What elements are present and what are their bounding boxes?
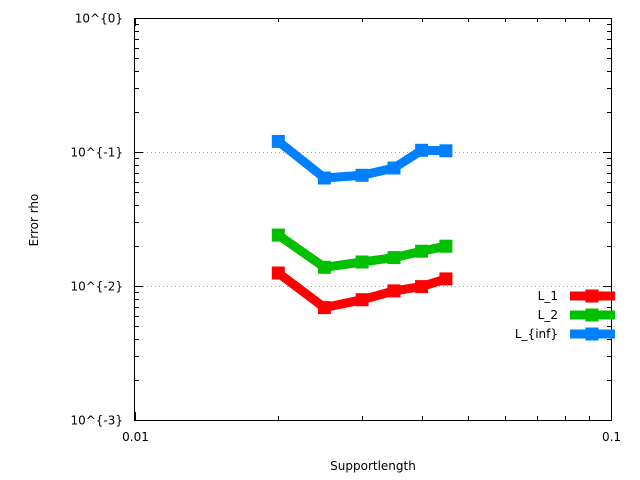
legend-item-l-inf: L_{inf} xyxy=(515,327,615,341)
y-axis-label: Error rho xyxy=(27,194,41,247)
series-lines xyxy=(271,134,453,315)
legend-swatch-marker xyxy=(585,308,599,322)
legend-label: L_{inf} xyxy=(515,327,558,341)
series-l-1 xyxy=(271,266,453,315)
data-point xyxy=(271,134,285,148)
legend: L_1 L_2 L_{inf} xyxy=(515,289,615,341)
legend-swatch-marker xyxy=(585,327,599,341)
legend-item-l-2: L_2 xyxy=(538,308,615,322)
data-point xyxy=(415,143,429,157)
data-point xyxy=(271,266,285,280)
data-point xyxy=(415,244,429,258)
data-point xyxy=(387,251,401,265)
legend-label: L_1 xyxy=(538,289,558,303)
x-axis-label: Supportlength xyxy=(330,459,416,473)
y-tick-label: 10^{0} xyxy=(75,12,123,26)
legend-label: L_2 xyxy=(538,308,558,322)
data-point xyxy=(387,161,401,175)
data-point xyxy=(271,228,285,242)
legend-item-l-1: L_1 xyxy=(538,289,615,303)
data-point xyxy=(317,301,331,315)
data-point xyxy=(439,239,453,253)
grid-lines xyxy=(135,152,611,287)
data-point xyxy=(317,260,331,274)
y-tick-label: 10^{-3} xyxy=(70,414,123,428)
plot-area-frame xyxy=(134,18,612,421)
y-tick-label: 10^{-1} xyxy=(70,146,123,160)
x-tick-label: 0.1 xyxy=(602,430,621,444)
data-point xyxy=(317,171,331,185)
data-point xyxy=(415,280,429,294)
legend-swatch-marker xyxy=(585,289,599,303)
y-tick-label: 10^{-2} xyxy=(70,280,123,294)
series-l-2 xyxy=(271,228,453,274)
x-tick-label: 0.01 xyxy=(122,430,149,444)
data-point xyxy=(439,272,453,286)
series-l-inf xyxy=(271,134,453,185)
data-point xyxy=(355,168,369,182)
data-point xyxy=(355,255,369,269)
data-point xyxy=(387,284,401,298)
axis-ticks xyxy=(135,18,612,421)
tick-labels: 10^{-3} 10^{-2} 10^{-1} 10^{0} 0.01 0.1 xyxy=(70,12,621,445)
data-point xyxy=(355,293,369,307)
data-point xyxy=(439,144,453,158)
